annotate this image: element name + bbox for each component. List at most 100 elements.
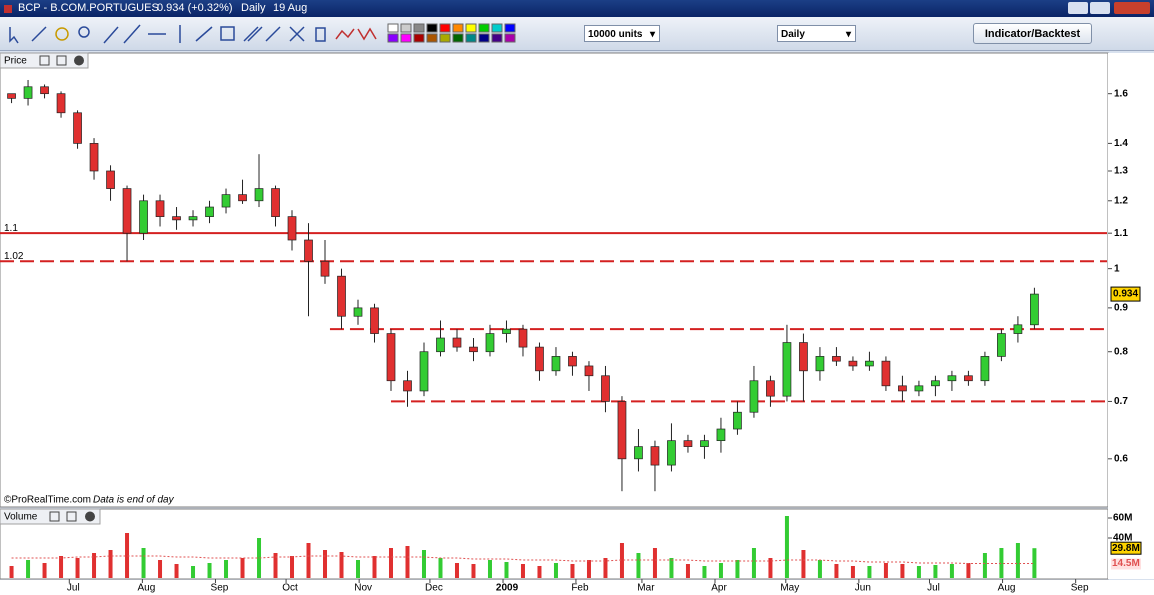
volume-bar <box>768 558 773 578</box>
volume-bar <box>438 558 443 578</box>
symbol-name: BCP - B.COM.PORTUGUES <box>18 2 159 14</box>
x-tick-label: Sep <box>211 583 229 594</box>
x-tick-label: 2009 <box>496 583 519 594</box>
close-icon[interactable] <box>85 511 95 522</box>
timeframe-dropdown[interactable]: Daily ▾ <box>777 25 856 42</box>
last-price-label: 0.934 <box>1113 289 1138 300</box>
candle-body <box>7 93 16 99</box>
channel-tool[interactable] <box>195 26 213 42</box>
fan-tool[interactable] <box>265 26 281 42</box>
y-tick-label: 60M <box>1113 513 1132 524</box>
volume-bar <box>834 564 839 578</box>
pointer-tool[interactable] <box>9 27 19 44</box>
candle-body <box>353 307 363 317</box>
volume-bar <box>652 548 657 578</box>
color-swatch[interactable] <box>413 33 425 43</box>
pane-title: Volume <box>4 512 38 523</box>
candle-body <box>56 93 66 114</box>
candle-body <box>931 380 940 387</box>
units-dropdown[interactable]: 10000 units ▾ <box>584 25 660 42</box>
color-swatch[interactable] <box>491 33 503 43</box>
minimize-button[interactable] <box>1068 2 1088 14</box>
candle-body <box>370 307 379 334</box>
delete-tool[interactable] <box>315 27 326 42</box>
color-swatch[interactable] <box>465 23 477 33</box>
color-swatch[interactable] <box>491 23 503 33</box>
maximize-button[interactable] <box>1090 2 1110 14</box>
candle-body <box>452 337 462 348</box>
x-tick-label: Sep <box>1071 583 1089 594</box>
color-swatch[interactable] <box>504 23 516 33</box>
color-swatch[interactable] <box>478 33 490 43</box>
wave-tool[interactable] <box>357 27 377 41</box>
color-swatch[interactable] <box>400 33 412 43</box>
candle-body <box>634 446 643 460</box>
candle-body <box>155 200 165 217</box>
y-tick-label: 1.1 <box>1114 228 1128 239</box>
color-swatch[interactable] <box>439 33 451 43</box>
line-label: 1.02 <box>4 251 24 262</box>
volume-bar <box>949 564 954 578</box>
volume-bar <box>323 550 328 578</box>
fib-tool[interactable] <box>243 26 263 42</box>
settings-tool[interactable] <box>289 26 305 42</box>
period: Daily <box>241 2 266 14</box>
volume-bar <box>520 564 525 578</box>
x-tick-label: Apr <box>711 583 727 594</box>
app-icon <box>4 5 12 13</box>
candle-body <box>749 380 759 413</box>
x-tick-label: Nov <box>354 583 372 594</box>
price-pane <box>0 52 1109 508</box>
candle-body <box>502 328 511 334</box>
x-tick-label: Mar <box>637 583 655 594</box>
ray-tool[interactable] <box>123 24 141 44</box>
color-swatch[interactable] <box>465 33 477 43</box>
candle-body <box>139 200 148 234</box>
close-button[interactable] <box>1114 2 1150 14</box>
zoom-tool[interactable] <box>78 26 90 38</box>
volume-bar <box>586 560 591 578</box>
volume-bar <box>504 562 509 578</box>
pattern-tool[interactable] <box>335 28 355 40</box>
volume-bar <box>669 558 674 578</box>
maximize-icon[interactable] <box>66 511 77 522</box>
color-swatch[interactable] <box>452 33 464 43</box>
indicator-button[interactable]: Indicator/Backtest <box>973 23 1092 44</box>
y-tick-label: 1.6 <box>1114 88 1128 99</box>
close-icon[interactable] <box>74 55 84 66</box>
alert-tool[interactable] <box>55 27 69 41</box>
candle-body <box>733 411 742 430</box>
color-palette[interactable] <box>387 23 516 43</box>
y-tick-label: 1.4 <box>1114 138 1128 149</box>
properties-icon[interactable] <box>49 511 60 522</box>
color-swatch[interactable] <box>452 23 464 33</box>
color-swatch[interactable] <box>413 23 425 33</box>
candle-body <box>914 385 924 392</box>
price-pane-header: Price <box>0 52 89 69</box>
volume-bar <box>240 558 245 578</box>
color-swatch[interactable] <box>387 23 399 33</box>
candle-body <box>568 356 577 367</box>
color-swatch[interactable] <box>478 23 490 33</box>
volume-average <box>11 555 1035 564</box>
candle-body <box>172 216 181 221</box>
properties-icon[interactable] <box>39 55 50 66</box>
ruler-tool[interactable] <box>31 26 47 42</box>
line-tool[interactable] <box>103 26 119 44</box>
color-swatch[interactable] <box>426 33 438 43</box>
volume-bar <box>356 560 361 578</box>
volume-bar <box>685 564 690 578</box>
color-swatch[interactable] <box>426 23 438 33</box>
volume-bar <box>1015 543 1020 578</box>
volume-bar <box>817 560 822 578</box>
color-swatch[interactable] <box>387 33 399 43</box>
color-swatch[interactable] <box>439 23 451 33</box>
volume-bar <box>42 563 47 578</box>
color-swatch[interactable] <box>400 23 412 33</box>
last-price-box <box>1110 286 1141 302</box>
candle-body <box>254 188 264 202</box>
color-swatch[interactable] <box>504 33 516 43</box>
maximize-icon[interactable] <box>56 55 67 66</box>
text-tool[interactable] <box>220 26 235 41</box>
volume-bar <box>702 566 707 578</box>
